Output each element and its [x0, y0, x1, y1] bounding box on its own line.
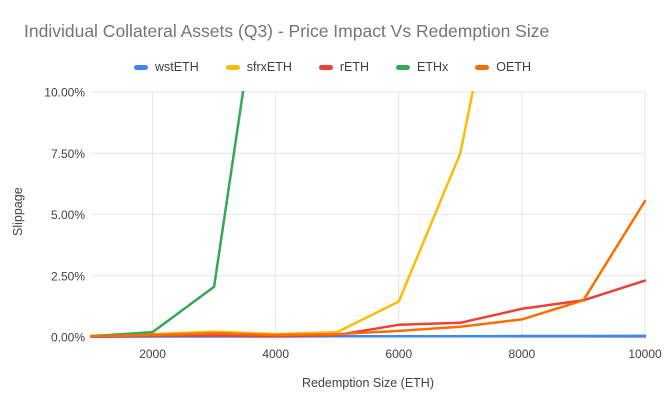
series-line-sfrxETH — [90, 91, 475, 338]
x-tick-label: 6000 — [385, 347, 412, 361]
legend-label: OETH — [496, 60, 532, 74]
legend-label: ETHx — [417, 60, 449, 74]
legend-item-ETHx: ETHx — [396, 60, 448, 74]
legend-swatch-OETH — [475, 64, 490, 70]
x-tick-label: 10000 — [628, 347, 662, 361]
legend-label: rETH — [339, 60, 370, 74]
series-line-ETHx — [90, 91, 245, 338]
legend-label: wstETH — [154, 60, 199, 74]
chart-title: Individual Collateral Assets (Q3) - Pric… — [24, 21, 550, 41]
legend-item-sfrxETH: sfrxETH — [225, 60, 292, 74]
legend-item-OETH: OETH — [475, 60, 531, 74]
legend-label: sfrxETH — [246, 60, 292, 74]
y-tick-label: 7.50% — [51, 147, 85, 161]
legend-swatch-wstETH — [133, 64, 148, 70]
y-tick-label: 0.00% — [51, 331, 85, 345]
legend-swatch-sfrxETH — [225, 64, 240, 70]
y-axis-title: Slippage — [11, 187, 25, 236]
x-tick-label: 8000 — [509, 347, 536, 361]
legend-swatch-ETHx — [396, 64, 411, 70]
legend-item-wstETH: wstETH — [133, 60, 199, 74]
x-tick-label: 4000 — [262, 347, 289, 361]
series-line-OETH — [90, 199, 647, 338]
x-tick-label: 2000 — [139, 347, 166, 361]
y-tick-label: 2.50% — [51, 269, 85, 283]
x-axis-title: Redemption Size (ETH) — [302, 376, 434, 390]
series-line-rETH — [90, 279, 647, 338]
y-tick-label: 5.00% — [51, 208, 85, 222]
legend-swatch-rETH — [318, 64, 333, 70]
legend: wstETH sfrxETH rETH ETHx OETH — [0, 59, 665, 75]
legend-item-rETH: rETH — [318, 60, 370, 74]
y-tick-label: 10.00% — [44, 86, 85, 100]
